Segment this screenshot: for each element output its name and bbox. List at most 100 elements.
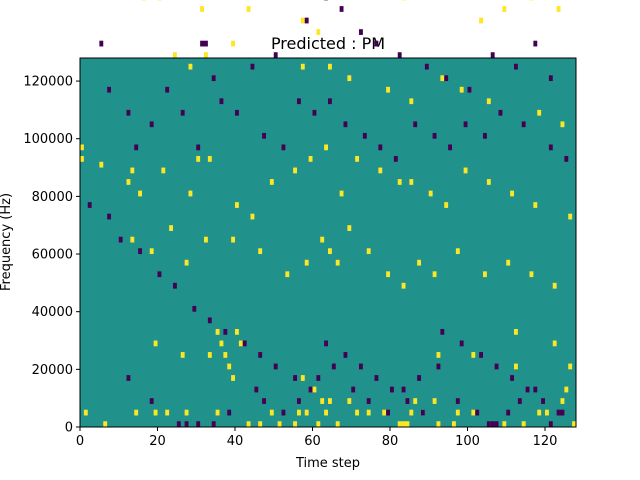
plot-frame [79, 57, 577, 428]
heatmap-cell-low [184, 421, 189, 427]
heatmap-cell-high [126, 179, 131, 185]
heatmap-cell-low [564, 156, 569, 162]
heatmap-cell-low [165, 86, 170, 93]
heatmap-cell-low [421, 409, 425, 416]
heatmap-cell-low [362, 132, 367, 139]
heatmap-cell-high [231, 375, 236, 381]
heatmap-cell-low [281, 409, 286, 416]
heatmap-cell-high [215, 409, 220, 416]
heatmap-cell-low [393, 156, 398, 162]
heatmap-cell-high [355, 156, 360, 162]
heatmap-cell-low [211, 421, 216, 427]
heatmap-cell-high [169, 225, 174, 231]
heatmap-cell-high [130, 236, 135, 243]
heatmap-cell-high [405, 421, 410, 427]
heatmap-cell-low [486, 421, 491, 427]
heatmap-cell-low [192, 305, 197, 312]
heatmap-cell-high [413, 398, 418, 404]
heatmap-cell-low [99, 40, 104, 47]
heatmap-cell-low [196, 421, 201, 427]
heatmap-cell-low [176, 421, 181, 427]
heatmap-cell-high [258, 248, 263, 255]
heatmap-cell-low [455, 398, 460, 404]
heatmap-cell-high [153, 340, 158, 347]
heatmap-cell-high [196, 156, 201, 162]
heatmap-cell-high [552, 340, 557, 347]
heatmap-cell-low [281, 144, 286, 151]
heatmap-cell-low [258, 352, 263, 358]
heatmap-cell-low [227, 409, 232, 416]
heatmap-cell-low [254, 386, 259, 393]
heatmap-cell-high [409, 409, 414, 416]
heatmap-cell-low [541, 398, 546, 404]
heatmap-cell-low [250, 63, 255, 70]
heatmap-cell-low [242, 340, 247, 347]
heatmap-cell-low [444, 75, 449, 82]
heatmap-cell-low [401, 386, 406, 393]
heatmap-cell-high [324, 409, 329, 416]
heatmap-cell-high [459, 86, 464, 93]
heatmap-cell-high [103, 421, 108, 427]
heatmap-cell-low [517, 398, 522, 404]
heatmap-cell-high [130, 167, 135, 174]
heatmap-cell-high [320, 236, 325, 243]
heatmap-cell-high [207, 156, 212, 162]
heatmap-cell-low [138, 248, 143, 255]
heatmap-cell-low [207, 317, 212, 324]
heatmap-cell-high [486, 98, 491, 105]
heatmap-cell-low [304, 17, 309, 24]
heatmap-cell-high [320, 398, 325, 404]
heatmap-cell-low [374, 375, 379, 381]
heatmap-cell-high [238, 340, 243, 347]
heatmap-cell-high [479, 17, 484, 24]
heatmap-cell-high [188, 63, 193, 70]
heatmap-cell-high [165, 409, 170, 416]
heatmap-cell-low [475, 409, 480, 416]
heatmap-cell-high [537, 409, 542, 416]
y-tick-label: 100000 [23, 132, 73, 147]
heatmap-cell-low [211, 75, 216, 82]
heatmap-cell-high [269, 179, 274, 185]
heatmap-cell-high [204, 236, 208, 243]
heatmap-cell-low [219, 98, 224, 105]
heatmap-cell-high [335, 259, 340, 266]
heatmap-cell-high [545, 409, 549, 416]
heatmap-cell-high [440, 75, 445, 82]
heatmap-cell-high [184, 409, 189, 416]
heatmap-cell-high [293, 421, 298, 427]
heatmap-cell-low [510, 375, 515, 381]
heatmap-cell-high [552, 282, 557, 289]
heatmap-cell-low [548, 421, 553, 427]
heatmap-cell-high [428, 190, 433, 197]
heatmap-cell-low [328, 98, 332, 105]
heatmap-cell-low [196, 144, 201, 151]
heatmap-cell-low [413, 121, 418, 128]
heatmap-cell-low [134, 144, 139, 151]
heatmap-cell-low [339, 6, 344, 12]
heatmap-cell-high [514, 363, 518, 370]
heatmap-cell-low [424, 63, 429, 70]
heatmap-cell-high [486, 179, 491, 185]
heatmap-cell-high [502, 421, 507, 427]
heatmap-cell-high [347, 75, 352, 82]
heatmap-cell-low [157, 271, 162, 278]
heatmap-cell-low [312, 109, 317, 116]
heatmap-cell-high [227, 363, 232, 370]
heatmap-cell-low [467, 86, 472, 93]
heatmap-cell-high [568, 213, 573, 220]
heatmap-cell-high [347, 398, 352, 404]
heatmap-cell-high [572, 421, 577, 427]
chart-title: Predicted : PM [271, 34, 385, 53]
heatmap-cell-low [126, 109, 131, 116]
heatmap-cell-low [490, 421, 495, 427]
heatmap-cell-high [99, 161, 104, 168]
heatmap-cell-high [397, 179, 402, 185]
heatmap-cell-high [304, 409, 309, 416]
heatmap-cell-low [118, 236, 123, 243]
heatmap-cell-low [223, 328, 228, 335]
heatmap-cell-low [316, 375, 321, 381]
heatmap-cell-low [432, 132, 437, 139]
heatmap-cell-low [180, 109, 185, 116]
heatmap-cell-high [432, 271, 437, 278]
